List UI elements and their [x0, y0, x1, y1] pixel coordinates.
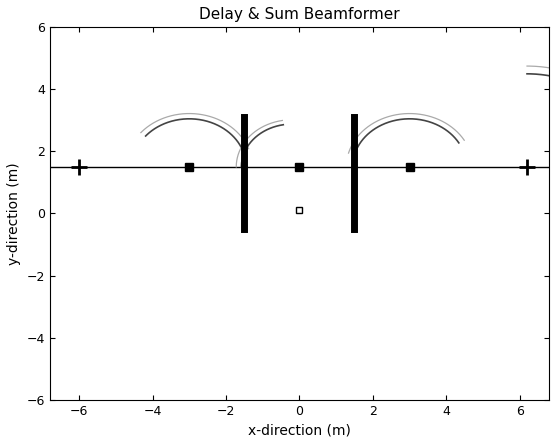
- Title: Delay & Sum Beamformer: Delay & Sum Beamformer: [199, 7, 400, 22]
- X-axis label: x-direction (m): x-direction (m): [248, 423, 351, 437]
- Y-axis label: y-direction (m): y-direction (m): [7, 162, 21, 265]
